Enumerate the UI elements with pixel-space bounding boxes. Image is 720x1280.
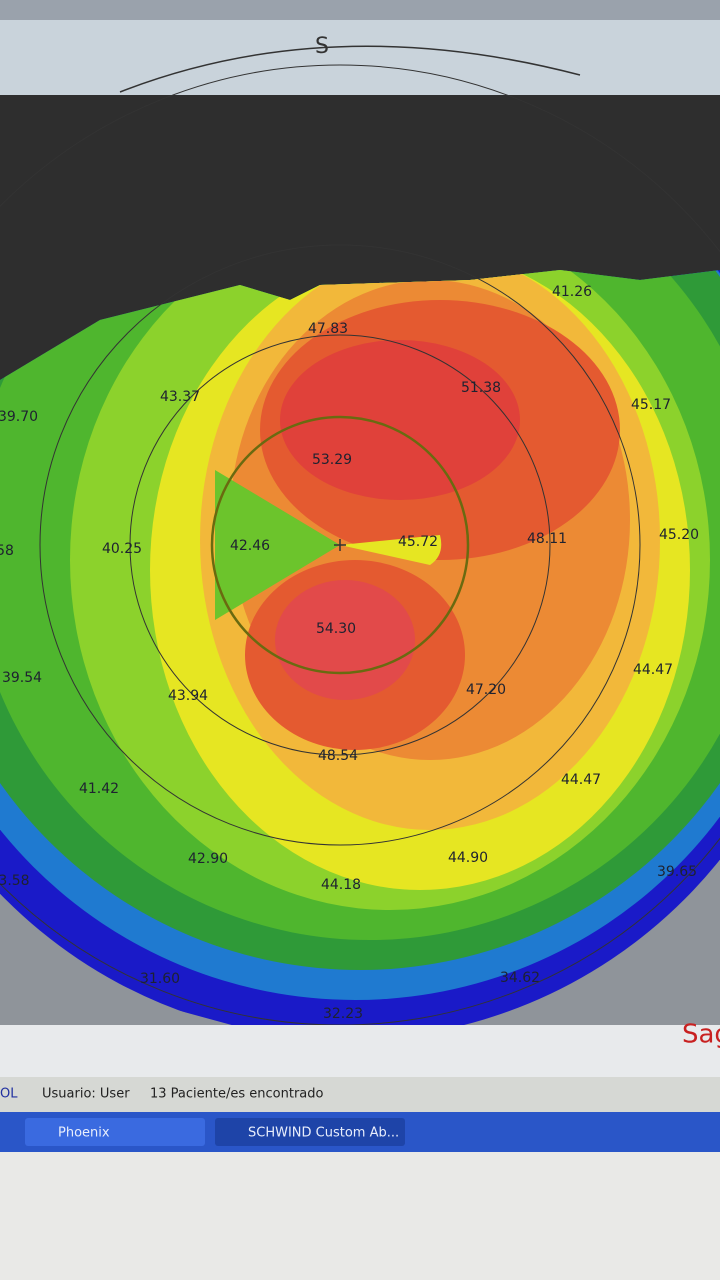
- map-value: 40.25: [102, 541, 142, 557]
- map-value: 39.54: [2, 670, 42, 686]
- side-label: Sag: [682, 1020, 720, 1050]
- center-cross: [334, 539, 346, 551]
- layer-upper-core: [280, 340, 520, 500]
- status-item: Usuario: User: [42, 1087, 130, 1102]
- topography-map: [0, 270, 720, 1040]
- map-value: 54.30: [316, 621, 356, 637]
- map-value: 47.83: [308, 321, 348, 337]
- map-value: 42.46: [230, 538, 270, 554]
- window-bar: [0, 0, 720, 20]
- top-label: S: [315, 34, 329, 59]
- map-value: 3.58: [0, 873, 30, 889]
- map-value: 31.60: [140, 971, 180, 987]
- map-value: 39.70: [0, 409, 38, 425]
- ring: [39, 244, 641, 846]
- map-value: 44.18: [321, 877, 361, 893]
- task-button[interactable]: [215, 1118, 405, 1146]
- status-item: 13 Paciente/es encontrado: [150, 1087, 324, 1102]
- map-labels: 41.26 47.83 51.38 43.37 45.17 39.70 53.29 58 40.…: [0, 284, 699, 1022]
- map-value: 45.20: [659, 527, 699, 543]
- layer-lower-core: [275, 580, 415, 700]
- map-value: 43.94: [168, 688, 208, 704]
- map-value: 41.42: [79, 781, 119, 797]
- map-value: 44.47: [561, 772, 601, 788]
- outer-arc: [119, 45, 581, 93]
- map-value: 53.29: [312, 452, 352, 468]
- map-value: 48.54: [318, 748, 358, 764]
- map-value: 44.90: [448, 850, 488, 866]
- right-wedge: [340, 535, 442, 565]
- map-value: 43.37: [160, 389, 200, 405]
- map-value: 48.11: [527, 531, 567, 547]
- status-bar: [0, 1077, 720, 1112]
- map-value: 51.38: [461, 380, 501, 396]
- status-item: OL: [0, 1087, 18, 1102]
- map-value: 45.72: [398, 534, 438, 550]
- map-value: 58: [0, 543, 14, 559]
- ring: [129, 334, 551, 756]
- map-value: 44.47: [633, 662, 673, 678]
- map-value: 32.23: [323, 1006, 363, 1022]
- lower-panel: [0, 1025, 720, 1077]
- map-top-area: [0, 20, 720, 100]
- map-value: 39.65: [657, 864, 697, 880]
- task-button[interactable]: [25, 1118, 205, 1146]
- task-label[interactable]: SCHWIND Custom Ab...: [248, 1126, 399, 1141]
- map-value: 45.17: [631, 397, 671, 413]
- monitor-bezel: [0, 1152, 720, 1280]
- left-wedge: [215, 470, 340, 620]
- map-value: 34.62: [500, 970, 540, 986]
- map-value: 42.90: [188, 851, 228, 867]
- pupil-ring: [210, 415, 470, 675]
- task-label[interactable]: Phoenix: [58, 1126, 110, 1141]
- map-value: 47.20: [466, 682, 506, 698]
- map-value: 41.26: [552, 284, 592, 300]
